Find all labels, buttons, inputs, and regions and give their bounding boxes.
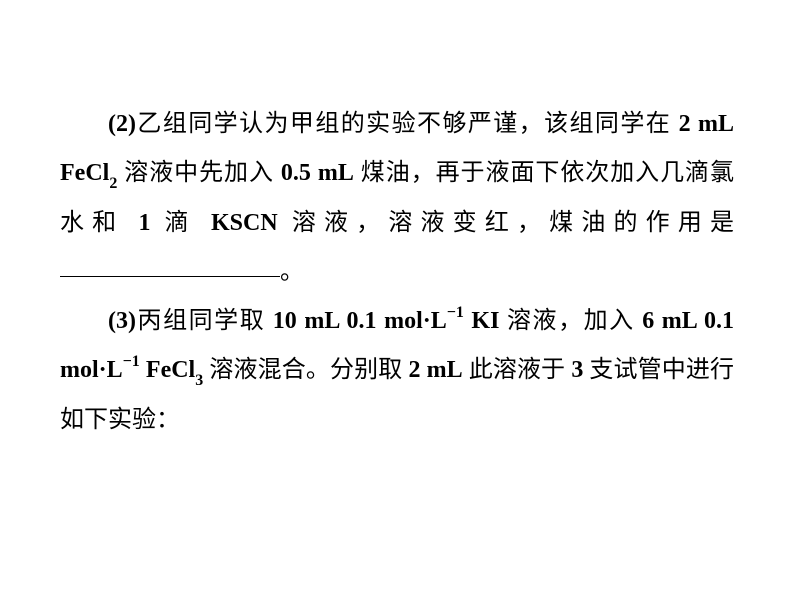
paragraph-2: (2)乙组同学认为甲组的实验不够严谨，该组同学在 2 mL FeCl2 溶液中先… bbox=[60, 100, 734, 297]
para3-text4: 此溶液于 bbox=[463, 357, 572, 383]
para3-value4: FeCl bbox=[140, 357, 195, 383]
blank-line bbox=[60, 253, 280, 277]
para2-value3: 1 bbox=[139, 210, 151, 236]
para2-text4: 滴 bbox=[151, 210, 212, 236]
para2-text5: 溶液，溶液变红，煤油的作用是 bbox=[278, 210, 734, 236]
paragraph-3: (3)丙组同学取 10 mL 0.1 mol·L−1 KI 溶液，加入 6 mL… bbox=[60, 297, 734, 445]
para2-text6: 。 bbox=[280, 259, 304, 285]
para2-sub1: 2 bbox=[109, 175, 117, 192]
para3-text3: 溶液混合。分别取 bbox=[203, 357, 408, 383]
para3-text1: 丙组同学取 bbox=[136, 308, 273, 334]
para3-value5: 2 mL bbox=[408, 357, 462, 383]
para2-label: (2) bbox=[108, 111, 136, 137]
document-content: (2)乙组同学认为甲组的实验不够严谨，该组同学在 2 mL FeCl 2 溶液中先… bbox=[60, 100, 734, 445]
para2-value2: 0.5 mL bbox=[281, 160, 354, 186]
para3-sup2: −1 bbox=[123, 353, 140, 370]
para3-value2: KI bbox=[464, 308, 500, 334]
para2-text2: 溶液中先加入 bbox=[117, 160, 281, 186]
para2-value4: KSCN bbox=[211, 210, 278, 236]
para3-label: (3) bbox=[108, 308, 136, 334]
para3-value1: 10 mL 0.1 mol·L bbox=[273, 308, 447, 334]
para3-sub1: 3 bbox=[195, 372, 203, 389]
para3-value6: 3 bbox=[571, 357, 583, 383]
para3-sup1: −1 bbox=[447, 304, 464, 321]
para2-text1: 乙组同学认为甲组的实验不够严谨，该组同学在 bbox=[136, 111, 679, 137]
para3-text2: 溶液，加入 bbox=[499, 308, 642, 334]
